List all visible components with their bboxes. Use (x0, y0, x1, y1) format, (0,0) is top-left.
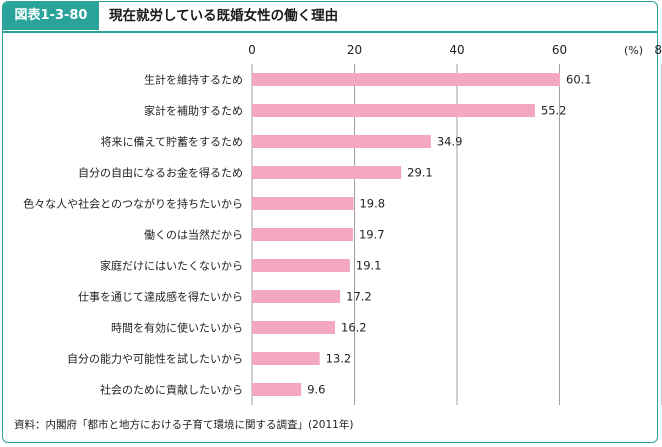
bar (252, 73, 561, 86)
category-label: 仕事を通じて達成感を得たいから (78, 291, 243, 304)
bar (252, 352, 320, 365)
figure-badge: 図表1-3-80 (3, 2, 99, 30)
x-tick-label: 20 (347, 43, 362, 57)
value-label: 17.2 (346, 290, 372, 304)
bar (252, 228, 353, 241)
category-label: 自分の能力や可能性を試したいから (67, 352, 243, 366)
x-axis-unit: (%) (624, 44, 643, 57)
figure-header: 図表1-3-80 現在就労している既婚女性の働く理由 (3, 2, 657, 33)
value-label: 16.2 (341, 321, 367, 335)
value-label: 34.9 (437, 135, 463, 149)
x-tick-label: 60 (552, 43, 567, 57)
category-label: 働くのは当然だから (144, 228, 243, 242)
bar (252, 290, 341, 303)
category-label: 生計を維持するため (144, 73, 243, 87)
x-tick-label: 80 (654, 43, 662, 57)
value-label: 13.2 (326, 352, 352, 366)
x-tick-label: 40 (449, 43, 464, 57)
x-tick-label: 0 (248, 43, 256, 57)
value-label: 19.8 (359, 197, 385, 211)
bar (252, 383, 302, 396)
category-label: 家庭だけにはいたくないから (100, 259, 243, 273)
bar (252, 166, 402, 179)
chart-title: 現在就労している既婚女性の働く理由 (109, 8, 339, 24)
source-note: 資料：内閣府「都市と地方における子育て環境に関する調査」(2011年) (14, 419, 354, 431)
value-label: 19.7 (359, 228, 385, 242)
bar (252, 197, 354, 210)
category-label: 社会のために貢献したいから (100, 383, 243, 397)
category-label: 家計を補助するため (144, 104, 243, 118)
value-label: 29.1 (407, 166, 433, 180)
value-label: 60.1 (566, 73, 592, 87)
value-label: 19.1 (356, 259, 382, 273)
category-label: 時間を有効に使いたいから (111, 321, 243, 335)
header-rule (3, 31, 657, 33)
value-label: 55.2 (541, 104, 567, 118)
bar (252, 104, 535, 117)
category-label: 色々な人や社会とのつながりを持ちたいから (23, 197, 243, 211)
category-label: 自分の自由になるお金を得るため (78, 166, 243, 180)
bar (252, 321, 336, 334)
bar (252, 135, 431, 148)
value-label: 9.6 (307, 383, 325, 397)
category-label: 将来に備えて貯蓄をするため (101, 136, 243, 149)
bar (252, 259, 350, 272)
